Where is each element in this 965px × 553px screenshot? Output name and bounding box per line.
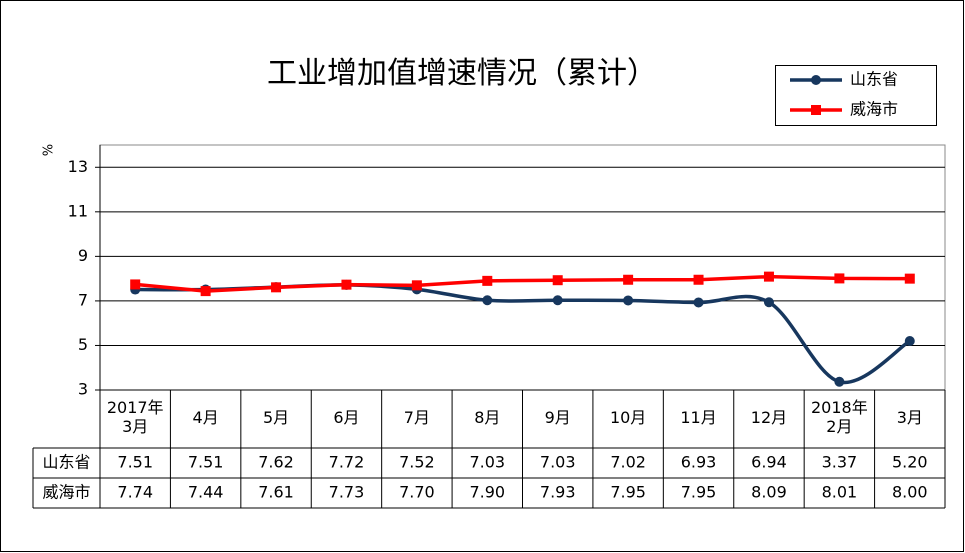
legend-label: 威海市 <box>850 100 898 119</box>
x-tick-label: 4月 <box>192 408 219 427</box>
chart-title: 工业增加值增速情况（累计） <box>267 56 657 91</box>
table-row-label: 山东省 <box>42 453 90 472</box>
table-cell: 7.61 <box>258 483 294 502</box>
y-tick-label: 11 <box>68 201 88 220</box>
data-point <box>623 295 634 306</box>
y-axis-label: % <box>39 144 54 156</box>
legend-marker <box>811 105 821 115</box>
table-row-label: 威海市 <box>42 483 90 502</box>
table-cell: 7.70 <box>399 483 435 502</box>
table-cell: 7.44 <box>188 483 224 502</box>
table-cell: 7.03 <box>540 453 576 472</box>
table-cell: 7.90 <box>469 483 505 502</box>
data-point <box>693 297 704 308</box>
table-cell: 6.94 <box>751 453 787 472</box>
x-tick-label: 12月 <box>750 408 788 427</box>
legend-marker <box>811 75 821 85</box>
y-tick-label: 3 <box>78 380 88 399</box>
data-point <box>904 273 915 284</box>
data-point <box>200 286 211 297</box>
table-cell: 5.20 <box>892 453 928 472</box>
y-tick-label: 9 <box>78 246 88 265</box>
table-cell: 8.00 <box>892 483 928 502</box>
x-tick-label: 5月 <box>262 408 290 427</box>
data-point <box>904 336 915 346</box>
table-cell: 7.52 <box>399 453 435 472</box>
data-point <box>341 279 352 290</box>
y-tick-label: 13 <box>68 157 88 176</box>
table-cell: 7.02 <box>610 453 646 472</box>
table-cell: 7.73 <box>329 483 365 502</box>
series-line <box>135 274 910 293</box>
x-tick-label: 6月 <box>333 408 360 427</box>
data-point <box>552 275 563 286</box>
table-cell: 8.01 <box>822 483 858 502</box>
data-point <box>763 297 774 308</box>
table-cell: 8.09 <box>751 483 787 502</box>
x-tick-label: 11月 <box>680 408 717 427</box>
data-point <box>482 295 493 306</box>
table-cell: 7.95 <box>610 483 646 502</box>
table-cell: 7.95 <box>681 483 717 502</box>
data-point <box>271 282 282 293</box>
table-cell: 7.72 <box>329 453 365 472</box>
table-cell: 7.03 <box>469 453 505 472</box>
table-cell: 7.93 <box>540 483 576 502</box>
plot-area <box>99 144 946 391</box>
x-tick-label: 3月 <box>896 408 923 427</box>
data-point <box>482 275 493 286</box>
x-tick-label: 2017年 3月 <box>106 398 164 436</box>
table-cell: 7.51 <box>188 453 224 472</box>
legend-box <box>775 65 937 126</box>
table-cell: 6.93 <box>681 453 717 472</box>
x-tick-label: 8月 <box>474 408 501 427</box>
x-tick-label: 2018年 2月 <box>811 398 868 436</box>
y-tick-label: 7 <box>78 290 88 309</box>
legend-label: 山东省 <box>850 70 898 89</box>
data-point <box>130 279 141 290</box>
x-tick-label: 10月 <box>609 408 647 427</box>
data-point <box>763 271 774 282</box>
data-point <box>552 295 563 306</box>
table-cell: 7.62 <box>258 453 294 472</box>
x-tick-label: 7月 <box>403 408 430 427</box>
data-point <box>693 274 704 285</box>
data-point <box>834 273 845 284</box>
table-cell: 7.51 <box>117 453 153 472</box>
data-point <box>411 280 422 291</box>
data-point <box>623 274 634 285</box>
x-tick-label: 9月 <box>544 408 571 427</box>
table-cell: 7.74 <box>117 483 153 502</box>
y-tick-label: 5 <box>78 335 88 354</box>
table-cell: 3.37 <box>822 453 858 472</box>
data-point <box>834 376 845 387</box>
